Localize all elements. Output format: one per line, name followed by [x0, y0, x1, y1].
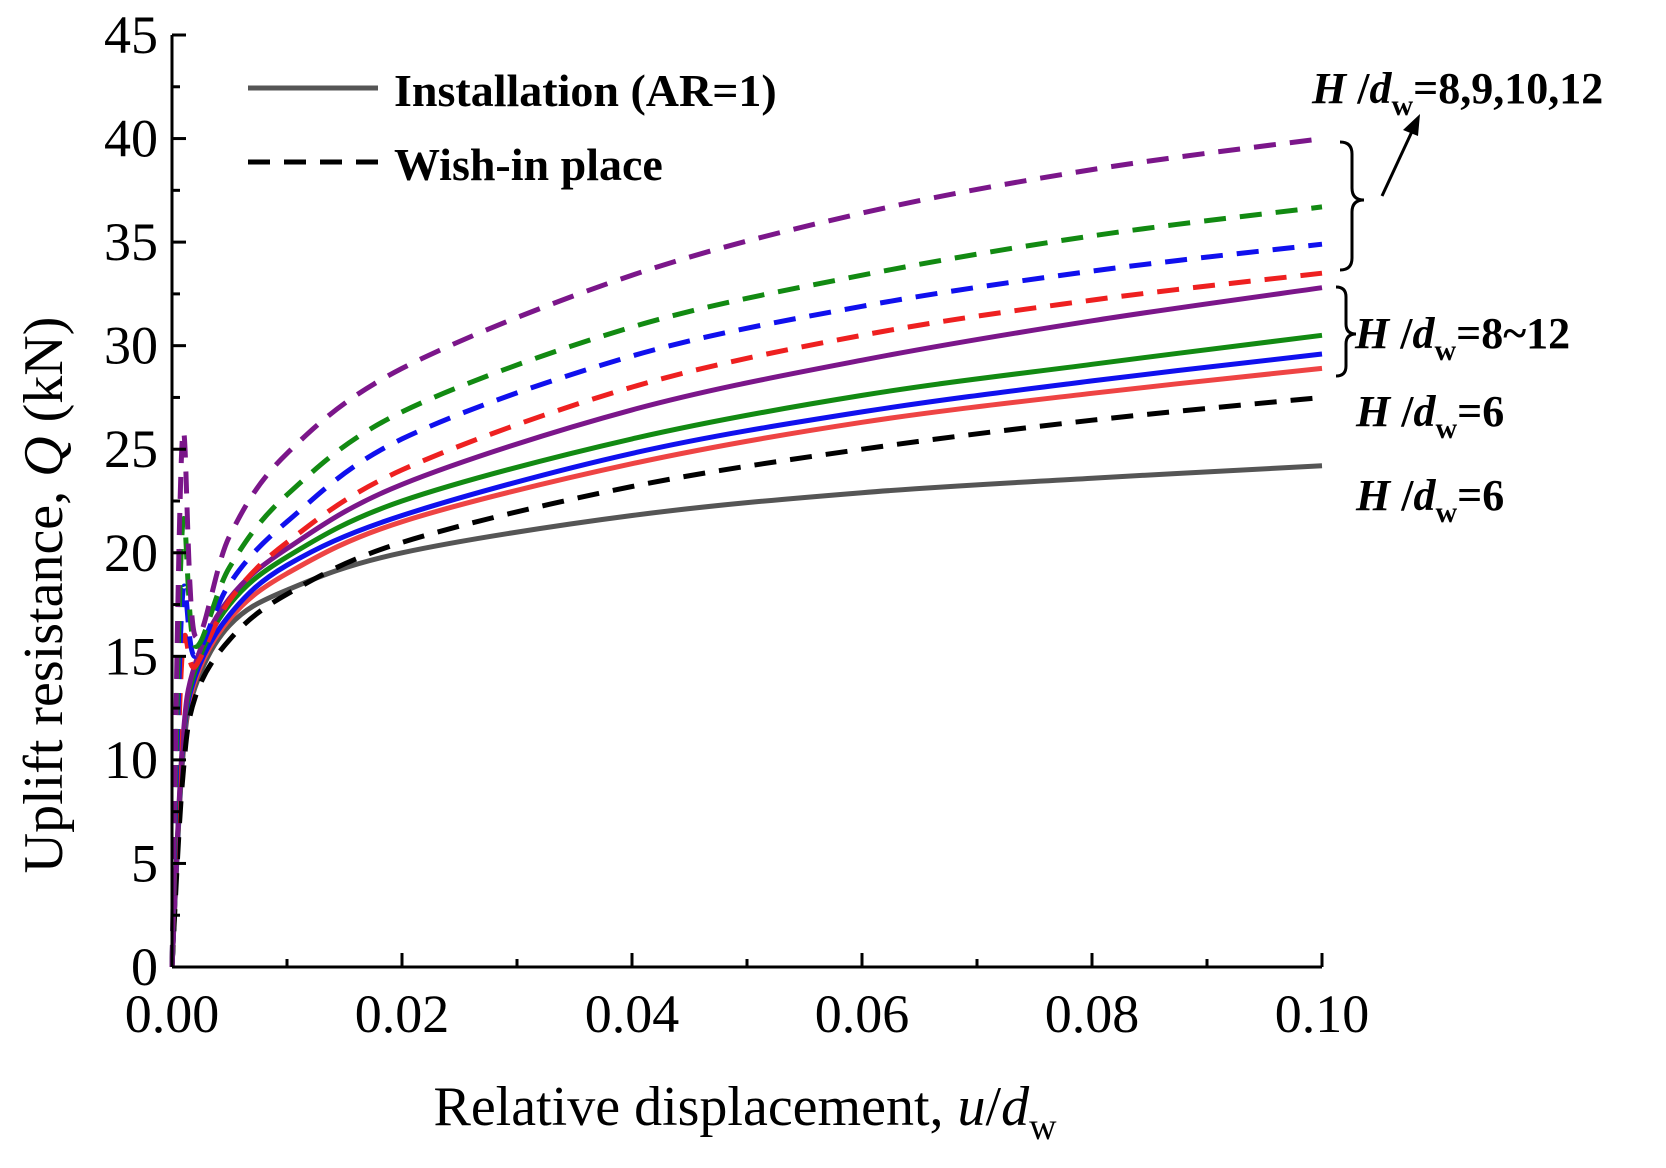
x-tick-label-1: 0.02	[355, 984, 450, 1044]
annotation-wish-group: H /dw=8,9,10,12	[1311, 64, 1603, 122]
x-tick-label-4: 0.08	[1045, 984, 1140, 1044]
y-tick-label-3: 15	[104, 626, 158, 686]
x-axis-title: Relative displacement, u/dw	[433, 1076, 1057, 1148]
y-tick-label-9: 45	[104, 5, 158, 65]
legend-label-installation: Installation (AR=1)	[394, 65, 777, 116]
series-line-7	[169, 241, 1323, 968]
series-line-1	[169, 365, 1323, 968]
y-tick-label-4: 20	[104, 523, 158, 583]
annotation-wish-6: H /dw=6	[1355, 387, 1504, 445]
x-tick-label-3: 0.06	[815, 984, 910, 1044]
series-line-4	[169, 285, 1323, 968]
annotation-install-brace	[1335, 285, 1357, 378]
annotation-install-6: H /dw=6	[1355, 471, 1504, 529]
x-tick-label-5: 0.10	[1275, 984, 1370, 1044]
y-tick-label-6: 30	[104, 316, 158, 376]
annotation-arrow	[1380, 124, 1417, 197]
x-tick-label-0: 0.00	[125, 984, 220, 1044]
legend: Installation (AR=1) Wish-in place	[248, 65, 777, 190]
legend-label-wish-in-place: Wish-in place	[394, 139, 663, 190]
axes-layer: 0 5 10 15 20 25 30 35 40 45 0.00 0.02 0.04 0.06 0.08 0.…	[104, 5, 1369, 1044]
y-axis-title: Uplift resistance, Q (kN)	[13, 317, 75, 874]
series-line-6	[169, 270, 1323, 968]
series-line-9	[169, 136, 1323, 968]
series-line-8	[169, 204, 1323, 968]
x-tick-label-2: 0.04	[585, 984, 680, 1044]
y-tick-label-1: 5	[131, 833, 158, 893]
annotation-arrow-head	[1403, 114, 1420, 136]
annotation-wish-brace	[1339, 140, 1365, 272]
y-tick-label-2: 10	[104, 730, 158, 790]
y-tick-label-8: 40	[104, 109, 158, 169]
y-tick-label-7: 35	[104, 212, 158, 272]
y-tick-label-5: 25	[104, 419, 158, 479]
curves-layer	[169, 136, 1323, 968]
series-line-5	[169, 394, 1323, 968]
annotation-install-group: H /dw=8~12	[1354, 309, 1570, 367]
y-tick-label-0: 0	[131, 937, 158, 997]
